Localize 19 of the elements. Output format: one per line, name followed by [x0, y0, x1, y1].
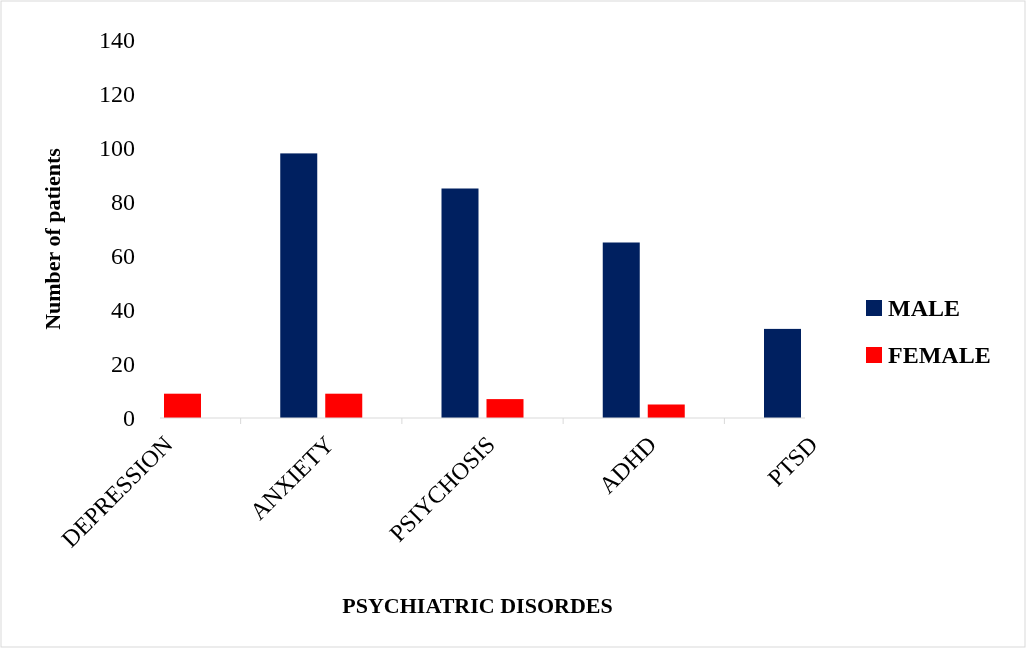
bar	[441, 188, 479, 418]
y-tick-label: 120	[99, 81, 135, 108]
y-axis-title: Number of patients	[40, 147, 65, 330]
y-tick-label: 60	[111, 243, 135, 270]
y-tick-label: 100	[99, 135, 135, 162]
x-axis-title: PSYCHIATRIC DISORDES	[342, 593, 613, 618]
bar	[764, 328, 801, 418]
bar	[325, 393, 363, 418]
y-tick-label: 40	[111, 297, 135, 324]
bar	[602, 242, 640, 418]
bar	[164, 393, 201, 418]
y-tick-label: 20	[111, 351, 135, 378]
bar	[486, 399, 524, 418]
y-tick-label: 0	[123, 405, 135, 432]
y-tick-label: 140	[99, 27, 135, 54]
y-tick-label: 80	[111, 189, 135, 216]
legend-label: MALE	[888, 295, 960, 322]
legend-label: FEMALE	[888, 342, 991, 369]
bar	[280, 153, 318, 418]
